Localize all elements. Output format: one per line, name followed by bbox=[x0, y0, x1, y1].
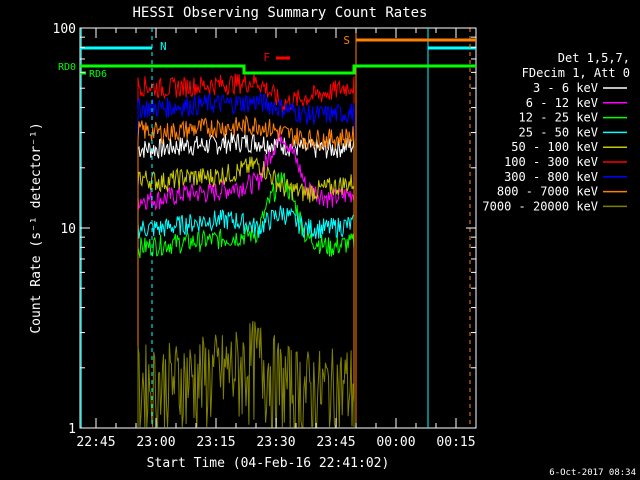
series-line bbox=[137, 205, 355, 428]
x-tick-label: 00:00 bbox=[376, 435, 415, 450]
legend-entry-label: 800 - 7000 keV bbox=[497, 185, 598, 199]
axis-ticks: 22:45 23:00 23:15 23:30 23:45 00:00 00:15 1 10 10… bbox=[53, 22, 477, 450]
series-line bbox=[137, 320, 355, 429]
x-tick-label: 00:15 bbox=[436, 435, 475, 450]
legend-header-line-1: Det 1,5,7, bbox=[558, 51, 630, 65]
legend-entry-label: 12 - 25 keV bbox=[519, 111, 598, 125]
series-marks bbox=[137, 73, 355, 429]
legend-header-line-2: FDecim 1, Att 0 bbox=[522, 66, 630, 80]
footer-timestamp: 6-Oct-2017 08:34 bbox=[549, 468, 636, 478]
legend-entry-label: 7000 - 20000 keV bbox=[482, 199, 598, 213]
legend-entry-label: 50 - 100 keV bbox=[511, 140, 598, 154]
legend-entry-label: 25 - 50 keV bbox=[519, 125, 598, 139]
chart-title: HESSI Observing Summary Count Rates bbox=[132, 5, 427, 21]
legend-entry-label: 100 - 300 keV bbox=[504, 155, 598, 169]
flag-marks: N S F RD0 RD6 bbox=[58, 28, 476, 428]
x-tick-label: 23:45 bbox=[316, 435, 355, 450]
y-tick-label: 10 bbox=[60, 222, 76, 237]
series-line bbox=[137, 92, 355, 428]
y-tick-label: 1 bbox=[68, 422, 76, 437]
y-tick-label: 100 bbox=[53, 22, 76, 37]
x-axis-label: Start Time (04-Feb-16 22:41:02) bbox=[147, 456, 390, 471]
x-tick-label: 23:00 bbox=[136, 435, 175, 450]
x-tick-label: 22:45 bbox=[76, 435, 115, 450]
series-line bbox=[137, 156, 355, 428]
x-tick-label: 23:15 bbox=[196, 435, 235, 450]
flag-label-rd0: RD0 bbox=[58, 62, 76, 73]
legend-entry-label: 300 - 800 keV bbox=[504, 170, 598, 184]
flag-label-n: N bbox=[160, 40, 167, 53]
x-tick-label: 23:30 bbox=[256, 435, 295, 450]
flag-label-s: S bbox=[343, 34, 350, 47]
series-line bbox=[137, 114, 355, 428]
flag-label-f: F bbox=[263, 51, 270, 64]
legend-entry-label: 6 - 12 keV bbox=[526, 96, 598, 110]
series-line bbox=[137, 132, 355, 428]
series-line bbox=[137, 73, 355, 428]
legend-entry-label: 3 - 6 keV bbox=[533, 81, 598, 95]
y-axis-label: Count Rate (s⁻¹ detector⁻¹) bbox=[29, 122, 44, 333]
series-line bbox=[137, 172, 355, 428]
flag-bar-rd0 bbox=[80, 64, 476, 75]
flag-label-rd6: RD6 bbox=[89, 69, 107, 80]
series-line bbox=[137, 127, 355, 428]
